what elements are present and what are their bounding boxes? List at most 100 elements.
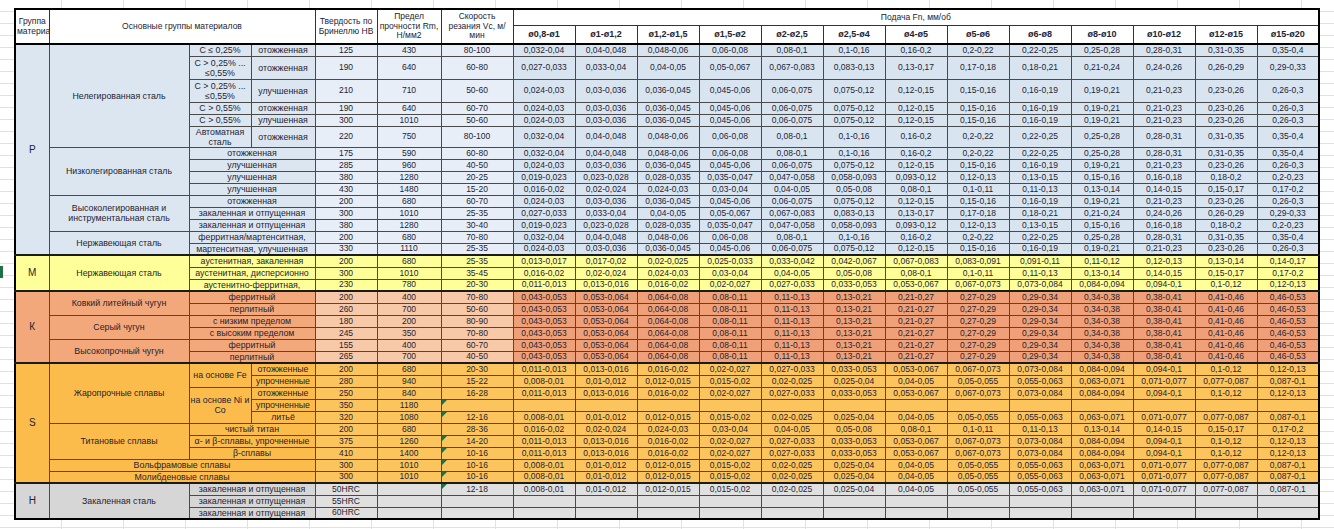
feed-cell[interactable]: 0,06-0,075 [761,243,823,255]
feed-cell[interactable]: 0,41-0,46 [1195,303,1257,315]
feed-cell[interactable]: 0,04-0,05 [885,471,947,483]
feed-cell[interactable]: 0,013-0,016 [575,363,637,375]
feed-cell[interactable]: 0,22-0,25 [1009,44,1071,56]
hardness-cell[interactable]: 180 [315,315,377,327]
feed-cell[interactable]: 0,048-0,06 [637,126,699,147]
feed-cell[interactable]: 0,02-0,027 [699,435,761,447]
cutting-speed-cell[interactable]: 50-60 [441,303,513,315]
header-diameter[interactable]: ø10-ø12 [1133,25,1195,44]
feed-cell[interactable]: 0,38-0,41 [1133,351,1195,363]
hardness-cell[interactable]: 380 [315,171,377,183]
material-cell[interactable]: закаленная и отпущенная [189,495,315,507]
feed-cell[interactable]: 0,12-0,15 [885,79,947,102]
strength-cell[interactable]: 430 [377,44,441,56]
feed-cell[interactable]: 0,013-0,016 [575,435,637,447]
hardness-cell[interactable]: 220 [315,126,377,147]
feed-cell[interactable]: 0,025-0,04 [823,483,885,495]
feed-cell[interactable]: 0,023-0,028 [575,171,637,183]
cutting-speed-cell[interactable]: 60-80 [441,56,513,79]
feed-cell[interactable]: 0,35-0,4 [1257,231,1319,243]
feed-cell[interactable]: 0,024-0,03 [513,195,575,207]
feed-cell[interactable]: 0,2-0,22 [947,231,1009,243]
feed-cell[interactable]: 0,05-0,055 [947,375,1009,387]
feed-cell[interactable]: 0,46-0,53 [1257,291,1319,303]
feed-cell[interactable]: 0,011-0,013 [513,387,575,399]
feed-cell[interactable]: 0,036-0,045 [637,79,699,102]
feed-cell[interactable]: 0,12-0,13 [1257,435,1319,447]
feed-cell[interactable]: 0,053-0,067 [885,279,947,291]
feed-cell[interactable]: 0,064-0,08 [637,351,699,363]
feed-cell[interactable]: 0,04-0,05 [885,483,947,495]
feed-cell[interactable]: 0,013-0,016 [575,447,637,459]
material-cell[interactable]: Жаропрочные сплавы [49,363,189,423]
cutting-speed-cell[interactable]: 10-16 [441,459,513,471]
feed-cell[interactable]: 0,46-0,53 [1257,327,1319,339]
strength-cell[interactable]: 960 [377,159,441,171]
feed-cell[interactable]: 0,055-0,063 [1009,375,1071,387]
feed-cell[interactable]: 0,015-0,02 [699,375,761,387]
feed-cell[interactable]: 0,17-0,18 [947,207,1009,219]
feed-cell[interactable]: 0,025-0,04 [823,375,885,387]
feed-cell[interactable]: 0,013-0,017 [513,255,575,267]
cutting-speed-cell[interactable]: 40-50 [441,159,513,171]
cutting-speed-cell[interactable]: 80-100 [441,126,513,147]
feed-cell[interactable]: 0,26-0,29 [1195,207,1257,219]
feed-cell[interactable]: 0,067-0,073 [947,279,1009,291]
feed-cell[interactable]: 0,012-0,015 [637,411,699,423]
feed-cell[interactable]: 0,077-0,087 [1195,375,1257,387]
feed-cell[interactable]: 0,033-0,04 [575,207,637,219]
feed-cell[interactable]: 0,13-0,17 [885,56,947,79]
feed-cell[interactable]: 0,15-0,16 [947,159,1009,171]
feed-cell[interactable]: 0,064-0,08 [637,303,699,315]
material-cell[interactable]: аустенитная, дисперсионно [189,267,315,279]
feed-cell[interactable]: 0,077-0,087 [1195,471,1257,483]
cutting-speed-cell[interactable]: 40-50 [441,351,513,363]
feed-cell[interactable]: 0,045-0,06 [699,102,761,114]
feed-cell[interactable]: 0,12-0,15 [885,159,947,171]
feed-cell[interactable]: 0,21-0,23 [1133,159,1195,171]
feed-cell[interactable] [885,399,947,411]
feed-cell[interactable]: 0,019-0,023 [513,219,575,231]
header-diameter[interactable]: ø4-ø5 [885,25,947,44]
material-cell[interactable]: с низким пределом [189,315,315,327]
strength-cell[interactable]: 680 [377,255,441,267]
feed-cell[interactable]: 0,23-0,26 [1195,195,1257,207]
feed-cell[interactable]: 0,13-0,14 [1071,183,1133,195]
header-diameter[interactable]: ø1,5-ø2 [699,25,761,44]
feed-cell[interactable]: 0,35-0,4 [1257,44,1319,56]
feed-cell[interactable]: 0,05-0,055 [947,459,1009,471]
material-cell[interactable]: ферритный [189,291,315,303]
material-cell[interactable]: улучшенная [189,171,315,183]
strength-cell[interactable]: 710 [377,79,441,102]
feed-cell[interactable]: 0,032-0,04 [513,147,575,159]
feed-cell[interactable]: 0,05-0,08 [823,183,885,195]
strength-cell[interactable]: 640 [377,56,441,79]
feed-cell[interactable]: 0,067-0,073 [947,363,1009,375]
hardness-cell[interactable]: 55HRC [315,495,377,507]
feed-cell[interactable]: 0,055-0,063 [1009,483,1071,495]
feed-cell[interactable]: 0,27-0,29 [947,315,1009,327]
feed-cell[interactable] [1071,507,1133,519]
material-cell[interactable]: Нержавеющая сталь [49,231,189,255]
feed-cell[interactable]: 0,13-0,15 [1009,219,1071,231]
strength-cell[interactable] [377,507,441,519]
feed-cell[interactable]: 0,011-0,013 [513,435,575,447]
feed-cell[interactable]: 0,12-0,13 [1257,447,1319,459]
feed-cell[interactable]: 0,08-0,1 [885,423,947,435]
feed-cell[interactable]: 0,033-0,053 [823,435,885,447]
feed-cell[interactable]: 0,15-0,16 [1071,219,1133,231]
cutting-speed-cell[interactable]: 80-90 [441,315,513,327]
header-diameter[interactable]: ø2,5-ø4 [823,25,885,44]
feed-cell[interactable]: 0,16-0,19 [1009,114,1071,126]
hardness-cell[interactable]: 230 [315,279,377,291]
feed-cell[interactable]: 0,067-0,073 [947,387,1009,399]
hardness-cell[interactable]: 265 [315,351,377,363]
cutting-speed-cell[interactable]: 20-25 [441,171,513,183]
strength-cell[interactable]: 1010 [377,114,441,126]
feed-cell[interactable]: 0,02-0,027 [699,447,761,459]
feed-cell[interactable]: 0,087-0,1 [1257,375,1319,387]
feed-cell[interactable]: 0,28-0,31 [1133,147,1195,159]
feed-cell[interactable]: 0,091-0,11 [1009,255,1071,267]
hardness-cell[interactable]: 260 [315,303,377,315]
feed-cell[interactable]: 0,055-0,063 [1009,459,1071,471]
